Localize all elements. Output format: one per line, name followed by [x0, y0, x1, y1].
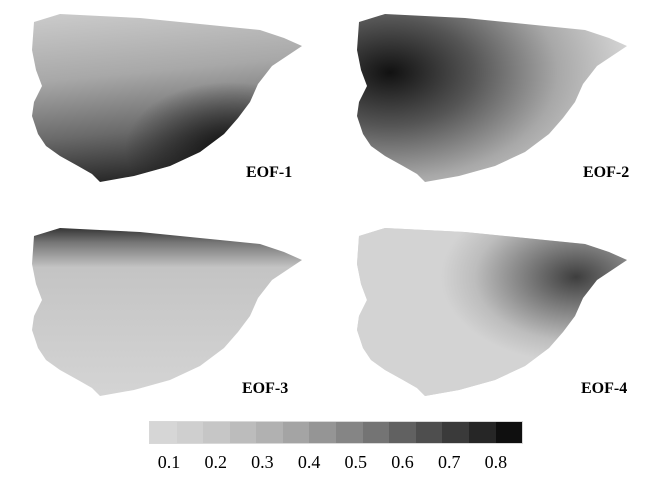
panel-label: EOF-3 [242, 380, 289, 397]
colorbar-swatch [336, 422, 363, 443]
colorbar-swatch [415, 422, 443, 443]
colorbar-tick-label: 0.2 [204, 452, 227, 472]
colorbar-tick-label: 0.5 [344, 452, 368, 472]
map-eof-2 [357, 14, 627, 182]
map-panel-eof-4: EOF-4 [345, 220, 645, 410]
panel-label: EOF-2 [583, 164, 630, 181]
colorbar-swatch [176, 422, 204, 443]
map-panel-eof-2: EOF-2 [345, 6, 645, 196]
colorbar-tick-label: 0.1 [157, 452, 181, 472]
colorbar-swatch [362, 422, 390, 443]
panel-label: EOF-1 [246, 164, 293, 181]
colorbar-tick-label: 0.3 [251, 452, 274, 472]
colorbar-swatch [229, 422, 257, 443]
colorbar-tick-label: 0.7 [437, 452, 461, 472]
map-eof-1 [32, 14, 302, 182]
colorbar-swatch [468, 422, 496, 443]
colorbar-swatch [495, 422, 523, 443]
colorbar-tick-label: 0.6 [391, 452, 414, 472]
map-panel-eof-1: EOF-1 [20, 6, 320, 196]
map-eof-4 [357, 228, 627, 396]
colorbar-tick-label: 0.8 [484, 452, 508, 472]
map-panel-eof-3: EOF-3 [20, 220, 320, 410]
colorbar-swatch [442, 422, 469, 443]
map-eof-3 [32, 228, 302, 396]
colorbar-swatch [282, 422, 310, 443]
colorbar-tick-label: 0.4 [297, 452, 321, 472]
colorbar-swatch [256, 422, 283, 443]
colorbar-swatch [150, 422, 177, 443]
colorbar [149, 421, 523, 444]
colorbar-swatch [203, 422, 230, 443]
panel-label: EOF-4 [581, 380, 628, 397]
colorbar-swatch [309, 422, 337, 443]
colorbar-swatch [389, 422, 416, 443]
